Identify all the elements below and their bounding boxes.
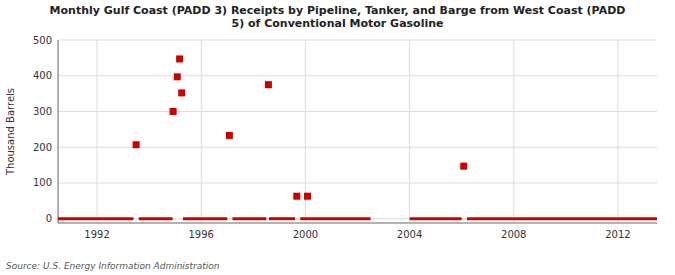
- title: Monthly Gulf Coast (PADD 3) Receipts by …: [50, 4, 626, 30]
- point: [226, 132, 233, 139]
- y-grid-line: [58, 40, 657, 41]
- y-grid-line: [58, 147, 657, 148]
- y-grid-line: [58, 182, 657, 183]
- y-grid-line: [58, 75, 657, 76]
- x-tick-label: 2008: [501, 229, 526, 240]
- y-tick-label: 500: [33, 35, 52, 46]
- y-tick-label: 400: [33, 70, 52, 81]
- x-grid-line: [617, 40, 618, 223]
- zero-line-segment: [232, 217, 266, 220]
- x-axis-line: [58, 223, 657, 224]
- x-tick-label: 2004: [397, 229, 422, 240]
- x-tick-label: 1996: [189, 229, 214, 240]
- zero-line-segment: [139, 217, 173, 220]
- x-tick-label: 2000: [293, 229, 318, 240]
- y-axis-line: [58, 40, 59, 223]
- zero-line-segment: [300, 217, 370, 220]
- y-tick-label: 100: [33, 177, 52, 188]
- x-tick-label: 1992: [84, 229, 109, 240]
- zero-line-segment: [410, 217, 462, 220]
- y-grid-line: [58, 218, 657, 219]
- grid: [58, 40, 657, 223]
- y-tick-label: 200: [33, 142, 52, 153]
- point: [304, 193, 311, 200]
- x-grid-line: [97, 40, 98, 223]
- source-note: Source: U.S. Energy Information Administ…: [6, 261, 220, 271]
- plot-area: [58, 55, 657, 218]
- y-tick-label: 300: [33, 106, 52, 117]
- zero-line-segment: [467, 217, 657, 220]
- x-grid-line: [201, 40, 202, 223]
- point: [293, 193, 300, 200]
- chart: Monthly Gulf Coast (PADD 3) Receipts by …: [0, 0, 675, 275]
- x-grid-line: [513, 40, 514, 223]
- y-axis-label: Thousand Barrels: [5, 88, 16, 176]
- zero-line-segment: [183, 217, 227, 220]
- zero-line-segment: [269, 217, 295, 220]
- point: [176, 55, 183, 62]
- point: [133, 141, 140, 148]
- point: [265, 81, 272, 88]
- point: [174, 73, 181, 80]
- point: [460, 163, 467, 170]
- x-grid-line: [409, 40, 410, 223]
- point: [170, 108, 177, 115]
- point: [178, 89, 185, 96]
- zero-line-segment: [58, 217, 134, 220]
- y-grid-line: [58, 111, 657, 112]
- y-tick-label: 0: [46, 213, 52, 224]
- x-tick-label: 2012: [605, 229, 630, 240]
